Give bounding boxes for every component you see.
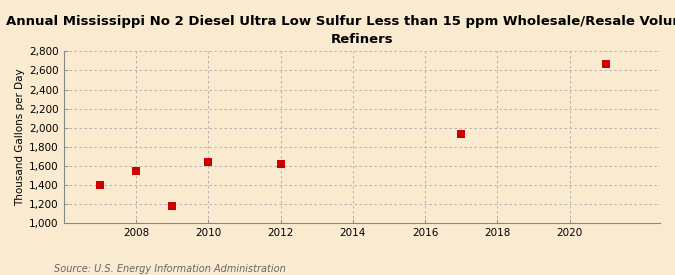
Y-axis label: Thousand Gallons per Day: Thousand Gallons per Day (15, 68, 25, 206)
Point (130, 169, 141, 173)
Title: Annual Mississippi No 2 Diesel Ultra Low Sulfur Less than 15 ppm Wholesale/Resal: Annual Mississippi No 2 Diesel Ultra Low… (6, 15, 675, 46)
Point (600, 62, 611, 66)
Point (275, 162, 286, 166)
Point (95, 183, 105, 187)
Point (167, 204, 178, 208)
Point (202, 160, 213, 164)
Text: Source: U.S. Energy Information Administration: Source: U.S. Energy Information Administ… (54, 264, 286, 274)
Point (456, 132, 466, 137)
